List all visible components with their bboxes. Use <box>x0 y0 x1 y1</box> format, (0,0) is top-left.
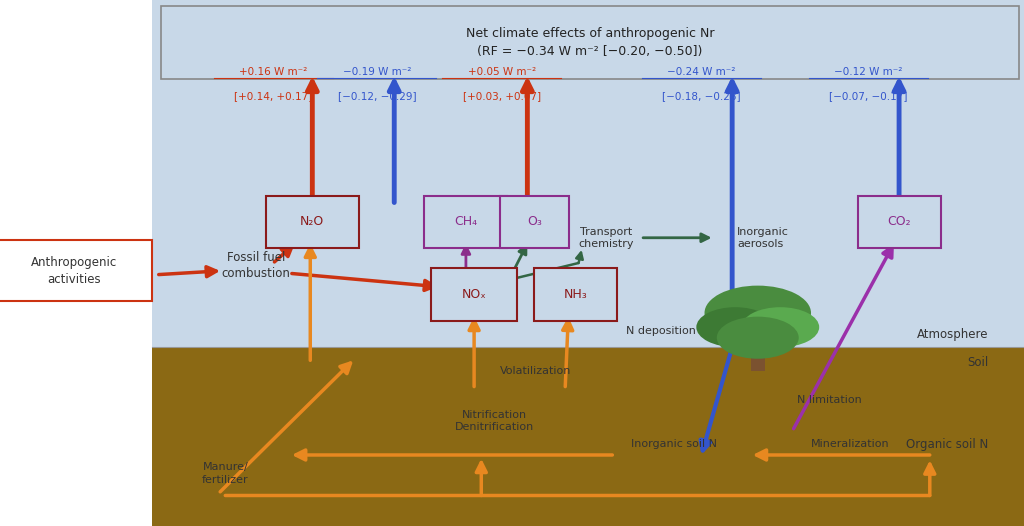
Text: CO₂: CO₂ <box>887 216 911 228</box>
Text: NOₓ: NOₓ <box>462 288 486 301</box>
Text: −0.12 W m⁻²: −0.12 W m⁻² <box>835 67 902 77</box>
FancyBboxPatch shape <box>500 196 569 248</box>
Text: CH₄: CH₄ <box>455 216 477 228</box>
Text: Manure/
fertilizer: Manure/ fertilizer <box>202 462 249 484</box>
Text: Transport
chemistry: Transport chemistry <box>579 227 634 249</box>
Text: Mineralization: Mineralization <box>811 439 889 450</box>
FancyBboxPatch shape <box>858 196 940 248</box>
Text: −0.19 W m⁻²: −0.19 W m⁻² <box>343 67 411 77</box>
Polygon shape <box>751 345 765 371</box>
Circle shape <box>705 286 811 340</box>
FancyBboxPatch shape <box>431 268 517 321</box>
Circle shape <box>741 307 819 347</box>
Text: Atmosphere: Atmosphere <box>916 328 988 340</box>
Text: N deposition: N deposition <box>626 326 695 337</box>
Text: Organic soil N: Organic soil N <box>906 438 988 451</box>
Text: Fossil fuel
combustion: Fossil fuel combustion <box>221 251 291 280</box>
FancyBboxPatch shape <box>0 240 152 301</box>
Text: [−0.12, −0.29]: [−0.12, −0.29] <box>338 91 416 101</box>
Text: O₃: O₃ <box>527 216 542 228</box>
Text: Nitrification
Denitrification: Nitrification Denitrification <box>455 410 535 432</box>
Circle shape <box>696 307 774 347</box>
Text: Net climate effects of anthropogenic Nr
(RF = −0.34 W m⁻² [−0.20, −0.50]): Net climate effects of anthropogenic Nr … <box>466 27 714 58</box>
Text: Inorganic
aerosols: Inorganic aerosols <box>737 227 790 249</box>
Text: [−0.18, −0.28]: [−0.18, −0.28] <box>663 91 740 101</box>
Text: Volatilization: Volatilization <box>500 366 571 376</box>
Text: −0.24 W m⁻²: −0.24 W m⁻² <box>668 67 735 77</box>
Text: Inorganic soil N: Inorganic soil N <box>631 439 717 450</box>
FancyBboxPatch shape <box>152 347 1024 526</box>
Text: N₂O: N₂O <box>300 216 325 228</box>
FancyBboxPatch shape <box>424 196 508 248</box>
Text: NH₃: NH₃ <box>563 288 588 301</box>
Text: +0.16 W m⁻²: +0.16 W m⁻² <box>240 67 307 77</box>
FancyBboxPatch shape <box>161 6 1019 79</box>
FancyBboxPatch shape <box>152 0 1024 526</box>
Text: [−0.07, −0.17]: [−0.07, −0.17] <box>829 91 907 101</box>
FancyBboxPatch shape <box>266 196 359 248</box>
Text: Anthropogenic
activities: Anthropogenic activities <box>31 256 117 286</box>
Text: [+0.03, +0.07]: [+0.03, +0.07] <box>463 91 541 101</box>
Circle shape <box>717 317 799 359</box>
Text: N limitation: N limitation <box>797 394 862 405</box>
Text: +0.05 W m⁻²: +0.05 W m⁻² <box>468 67 536 77</box>
Text: [+0.14, +0.17]: [+0.14, +0.17] <box>234 91 312 101</box>
Text: Soil: Soil <box>967 357 988 369</box>
FancyBboxPatch shape <box>535 268 616 321</box>
